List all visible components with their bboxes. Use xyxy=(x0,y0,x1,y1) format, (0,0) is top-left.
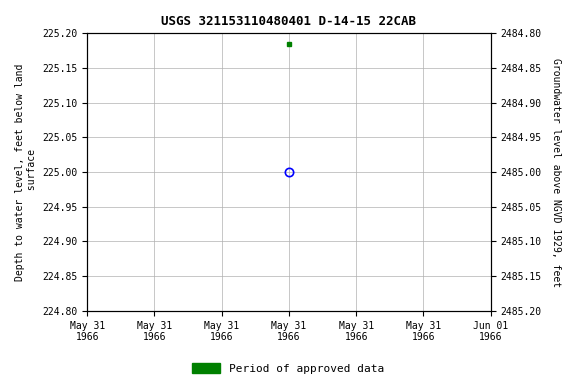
Legend: Period of approved data: Period of approved data xyxy=(188,359,388,379)
Title: USGS 321153110480401 D-14-15 22CAB: USGS 321153110480401 D-14-15 22CAB xyxy=(161,15,416,28)
Y-axis label: Groundwater level above NGVD 1929, feet: Groundwater level above NGVD 1929, feet xyxy=(551,58,561,286)
Y-axis label: Depth to water level, feet below land
 surface: Depth to water level, feet below land su… xyxy=(15,63,37,281)
